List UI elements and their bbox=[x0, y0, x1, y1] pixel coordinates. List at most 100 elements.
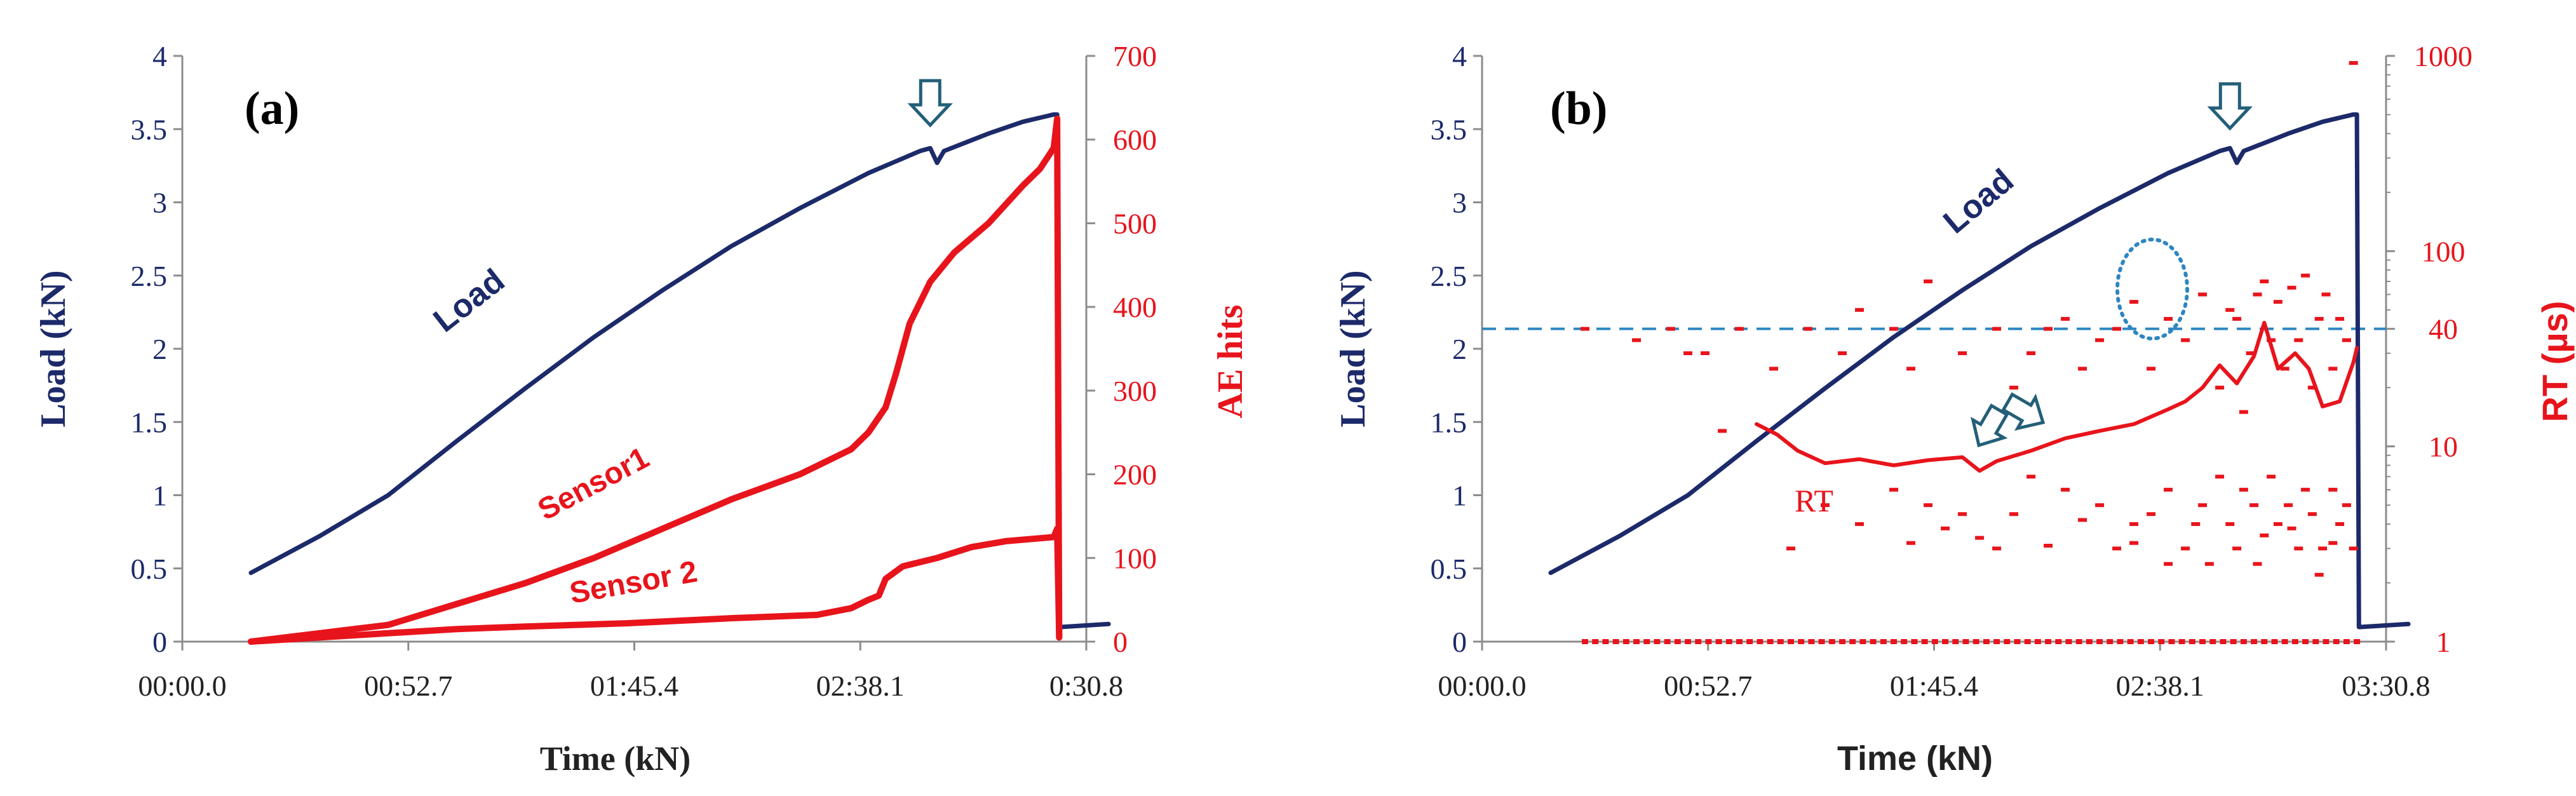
rt-hit-point bbox=[1633, 639, 1640, 644]
rt-hit-point bbox=[2215, 475, 2225, 479]
rt-hit-point bbox=[1992, 546, 2002, 551]
left-tick-label: 0.5 bbox=[131, 553, 168, 585]
rt-hit-point bbox=[1952, 639, 1959, 644]
rt-hit-point bbox=[2107, 639, 2114, 644]
right-tick-label: 40 bbox=[2429, 313, 2458, 346]
rt-hit-point bbox=[2333, 639, 2340, 644]
rt-hit-point bbox=[1880, 639, 1887, 644]
rt-hit-point bbox=[1632, 338, 1642, 342]
rt-hit-point bbox=[2239, 487, 2248, 492]
x-tick-label: 02:38.1 bbox=[816, 670, 905, 702]
rt-hit-point bbox=[1924, 503, 1933, 508]
rt-hit-point bbox=[1855, 522, 1865, 526]
rt-hit-point bbox=[1870, 639, 1877, 644]
left-tick-label: 2.5 bbox=[1431, 260, 1467, 292]
rt-hit-point bbox=[2287, 526, 2296, 530]
left-tick-label: 0 bbox=[1452, 626, 1467, 658]
right-tick-label: 10 bbox=[2429, 431, 2458, 463]
rt-hit-point bbox=[1921, 639, 1928, 644]
load-line bbox=[1548, 112, 2411, 630]
rt-hit-point bbox=[1769, 367, 1779, 371]
right-tick-label: 600 bbox=[1113, 124, 1157, 156]
rt-hit-point bbox=[2328, 487, 2338, 492]
rt-hit-point bbox=[2045, 639, 2052, 644]
rt-hit-point bbox=[2164, 562, 2173, 566]
x-tick-label: 01:45.4 bbox=[1890, 670, 1978, 702]
rt-hit-point bbox=[2251, 639, 2258, 644]
rt-hit-point bbox=[1592, 639, 1599, 644]
rt-hit-point bbox=[2075, 639, 2082, 644]
rt-line bbox=[1755, 321, 2359, 473]
rt-hit-point bbox=[2335, 316, 2345, 321]
rt-hit-point bbox=[1808, 639, 1815, 644]
left-tick-label: 3.5 bbox=[131, 113, 168, 145]
rt-hit-point bbox=[1718, 429, 1727, 433]
rt-hit-point bbox=[2181, 338, 2190, 342]
left-tick-label: 3.5 bbox=[1431, 113, 1467, 145]
right-axis-title: AE hits bbox=[1211, 305, 1250, 419]
x-axis-title: Time (kN) bbox=[1837, 739, 1993, 778]
right-tick-label: 500 bbox=[1113, 207, 1157, 239]
rt-hit-point bbox=[2178, 639, 2185, 644]
rt-hit-point bbox=[2240, 639, 2247, 644]
rt-hit-point bbox=[1735, 327, 1744, 331]
rt-hit-point bbox=[1695, 639, 1702, 644]
rt-hit-point bbox=[2209, 639, 2216, 644]
rt-hit-point bbox=[2246, 351, 2255, 356]
rt-hit-point bbox=[2349, 61, 2358, 65]
rt-hit-point bbox=[2301, 273, 2310, 278]
rt-hit-point bbox=[2004, 639, 2011, 644]
rt-hit-point bbox=[2307, 386, 2317, 390]
rt-hit-point bbox=[2095, 503, 2105, 508]
rt-hit-point bbox=[2147, 367, 2156, 371]
rt-hit-point bbox=[2215, 386, 2225, 390]
rt-hit-point bbox=[1582, 639, 1589, 644]
rt-hit-point bbox=[2198, 503, 2208, 508]
rt-hit-point bbox=[1828, 639, 1835, 644]
left-tick-label: 0 bbox=[152, 626, 167, 658]
right-tick-label: 300 bbox=[1113, 375, 1157, 407]
rt-hit-point bbox=[2044, 327, 2053, 331]
right-tick-label: 400 bbox=[1113, 291, 1157, 323]
sensor1-line bbox=[248, 115, 1063, 645]
rt-hit-point bbox=[2260, 279, 2269, 283]
rt-hit-point bbox=[1757, 639, 1763, 644]
right-tick-label: 1 bbox=[2436, 626, 2451, 658]
rt-hit-point bbox=[1821, 503, 1830, 508]
rt-hit-point bbox=[2078, 367, 2087, 371]
right-tick-label: 200 bbox=[1113, 459, 1157, 491]
arrow-icon bbox=[2001, 392, 2046, 431]
left-axis-title: Load (kN) bbox=[34, 270, 73, 427]
rt-hit-point bbox=[2323, 639, 2330, 644]
rt-hit-point bbox=[2318, 546, 2328, 551]
rt-hit-point bbox=[1906, 367, 1916, 371]
rt-hit-point bbox=[2188, 639, 2195, 644]
rt-hit-point bbox=[2129, 541, 2139, 545]
rt-hit-point bbox=[2164, 316, 2173, 321]
rt-hit-point bbox=[1643, 639, 1650, 644]
panel-label: (a) bbox=[245, 83, 299, 135]
panel-label: (b) bbox=[1550, 83, 1607, 135]
rt-hit-point bbox=[2273, 522, 2283, 526]
x-tick-label: 00:00.0 bbox=[138, 670, 226, 702]
rt-hit-point bbox=[1859, 639, 1866, 644]
rt-hit-point bbox=[2249, 503, 2259, 508]
rt-hit-point bbox=[2147, 512, 2156, 516]
rt-hit-point bbox=[2321, 292, 2331, 297]
right-tick-label: 0 bbox=[1113, 626, 1128, 658]
rt-hit-point bbox=[1804, 327, 1813, 331]
rt-hit-point bbox=[2291, 639, 2298, 644]
rt-hit-point bbox=[2129, 300, 2139, 304]
rt-hit-point bbox=[1992, 327, 2002, 331]
left-tick-label: 1 bbox=[152, 480, 167, 512]
rt-hit-point bbox=[2342, 338, 2351, 342]
rt-hit-point bbox=[2044, 543, 2053, 548]
rt-hit-point bbox=[2220, 639, 2227, 644]
left-tick-label: 3 bbox=[1452, 187, 1467, 219]
rt-hit-point bbox=[2253, 562, 2262, 566]
rt-hit-point bbox=[2312, 639, 2319, 644]
rt-hit-point bbox=[2086, 639, 2093, 644]
left-tick-label: 2.5 bbox=[131, 260, 168, 292]
rt-hit-point bbox=[2280, 367, 2289, 371]
rt-hit-point bbox=[1906, 541, 1916, 545]
